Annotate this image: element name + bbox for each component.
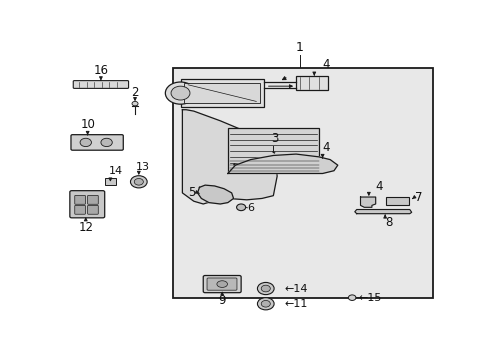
Text: 13: 13 bbox=[135, 162, 149, 172]
Text: 3: 3 bbox=[271, 132, 278, 145]
Circle shape bbox=[257, 283, 274, 294]
FancyBboxPatch shape bbox=[184, 84, 260, 103]
Text: 12: 12 bbox=[78, 221, 93, 234]
FancyBboxPatch shape bbox=[104, 177, 116, 185]
Text: ←14: ←14 bbox=[284, 284, 307, 293]
Text: 9: 9 bbox=[218, 294, 225, 307]
Circle shape bbox=[165, 82, 195, 104]
FancyBboxPatch shape bbox=[70, 191, 104, 218]
Text: 2: 2 bbox=[131, 86, 139, 99]
FancyBboxPatch shape bbox=[296, 76, 327, 90]
Polygon shape bbox=[182, 110, 277, 204]
Ellipse shape bbox=[101, 138, 112, 147]
Text: 4: 4 bbox=[375, 180, 383, 193]
Circle shape bbox=[261, 285, 270, 292]
Text: 4: 4 bbox=[322, 141, 329, 154]
Text: 16: 16 bbox=[93, 64, 108, 77]
Circle shape bbox=[261, 301, 270, 307]
Circle shape bbox=[171, 86, 189, 100]
Polygon shape bbox=[227, 154, 337, 174]
FancyBboxPatch shape bbox=[203, 275, 241, 293]
FancyBboxPatch shape bbox=[75, 195, 85, 204]
Circle shape bbox=[134, 179, 143, 185]
Circle shape bbox=[257, 298, 274, 310]
Text: 14: 14 bbox=[109, 166, 123, 176]
Polygon shape bbox=[197, 185, 233, 204]
Text: 8: 8 bbox=[385, 216, 392, 229]
FancyBboxPatch shape bbox=[87, 195, 98, 204]
Text: ←11: ←11 bbox=[284, 299, 307, 309]
Circle shape bbox=[130, 176, 147, 188]
FancyBboxPatch shape bbox=[386, 197, 408, 204]
Text: 4: 4 bbox=[322, 58, 329, 71]
Text: 10: 10 bbox=[80, 118, 95, 131]
Polygon shape bbox=[354, 210, 411, 214]
Text: 6: 6 bbox=[246, 203, 253, 213]
FancyBboxPatch shape bbox=[73, 81, 128, 89]
FancyBboxPatch shape bbox=[75, 205, 85, 214]
Ellipse shape bbox=[217, 281, 227, 287]
Circle shape bbox=[347, 295, 355, 301]
Polygon shape bbox=[360, 197, 375, 207]
FancyBboxPatch shape bbox=[71, 135, 123, 150]
FancyBboxPatch shape bbox=[206, 278, 237, 290]
Ellipse shape bbox=[80, 138, 91, 147]
Circle shape bbox=[132, 102, 138, 106]
Text: 7: 7 bbox=[415, 190, 422, 203]
Text: 1: 1 bbox=[295, 41, 303, 54]
Text: 5: 5 bbox=[188, 186, 195, 199]
FancyBboxPatch shape bbox=[173, 68, 432, 298]
Circle shape bbox=[236, 204, 245, 211]
FancyBboxPatch shape bbox=[227, 128, 318, 172]
FancyBboxPatch shape bbox=[180, 79, 264, 107]
FancyBboxPatch shape bbox=[87, 205, 98, 214]
Text: ←15: ←15 bbox=[358, 293, 381, 303]
